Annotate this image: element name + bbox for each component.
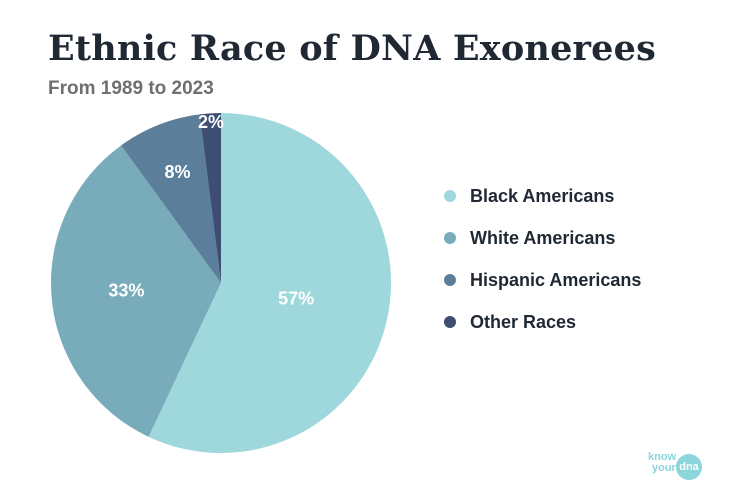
pie-slice-white-americans [51, 145, 221, 437]
slice-label: 8% [165, 162, 191, 182]
pie-slice-other-races [199, 113, 221, 283]
chart-legend: Black Americans White Americans Hispanic… [444, 175, 641, 343]
logo-dna-badge: dna [676, 454, 702, 480]
legend-label: Other Races [470, 311, 577, 332]
chart-subtitle: From 1989 to 2023 [48, 78, 214, 99]
pie-slice-hispanic-americans [121, 114, 221, 283]
legend-item-other-races: Other Races [444, 301, 641, 343]
legend-swatch-icon [444, 316, 456, 328]
pie-slice-black-americans [148, 113, 391, 454]
legend-item-hispanic-americans: Hispanic Americans [444, 259, 641, 301]
logo-text-your: your [652, 462, 676, 474]
legend-swatch-icon [444, 232, 456, 244]
legend-item-black-americans: Black Americans [444, 175, 641, 217]
chart-title: Ethnic Race of DNA Exonerees [48, 28, 657, 69]
slice-label: 33% [108, 281, 144, 301]
logo-text-know: know [648, 451, 677, 463]
legend-item-white-americans: White Americans [444, 217, 641, 259]
legend-label: White Americans [470, 227, 616, 248]
legend-label: Black Americans [470, 185, 615, 206]
know-your-dna-logo: know your dna [648, 448, 706, 480]
legend-label: Hispanic Americans [470, 269, 642, 290]
legend-swatch-icon [444, 274, 456, 286]
legend-swatch-icon [444, 190, 456, 202]
slice-label: 57% [278, 289, 314, 309]
slice-label: 2% [198, 112, 224, 132]
